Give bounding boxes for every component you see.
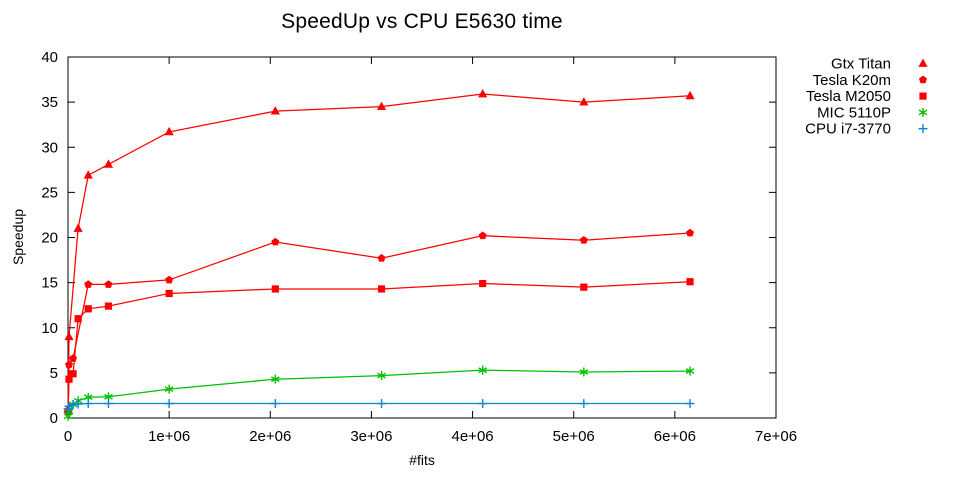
legend-marker-tesla-k20m (919, 75, 927, 84)
data-point-tesla-k20m (65, 360, 74, 369)
data-point-mic-5110p (63, 413, 73, 420)
data-point-tesla-k20m (69, 354, 78, 362)
data-point-tesla-m2050 (686, 278, 694, 286)
data-point-gtx-titan (270, 106, 280, 115)
legend-marker-gtx-titan (918, 58, 928, 67)
legend-marker-mic-5110p (918, 109, 928, 116)
x-tick-label: 6e+06 (654, 428, 696, 445)
data-point-mic-5110p (64, 408, 74, 415)
data-point-gtx-titan (579, 97, 589, 106)
series-line-gtx-titan (67, 93, 691, 409)
legend-label-gtx-titan: Gtx Titan (831, 56, 891, 73)
data-point-mic-5110p (270, 376, 280, 383)
series-line-tesla-m2050 (67, 281, 691, 412)
y-tick-label: 30 (41, 139, 58, 156)
data-point-tesla-k20m (579, 236, 588, 244)
data-point-tesla-m2050 (84, 305, 92, 313)
legend-label-tesla-m2050: Tesla M2050 (806, 88, 891, 105)
x-tick-label: 2e+06 (249, 428, 291, 445)
data-point-tesla-k20m (104, 280, 113, 288)
series-line-cpu-i7-3770 (67, 402, 691, 410)
x-tick-label: 4e+06 (452, 428, 494, 445)
data-point-gtx-titan (478, 89, 488, 98)
data-point-gtx-titan (73, 223, 83, 232)
data-point-tesla-k20m (271, 237, 280, 246)
data-point-tesla-k20m (478, 231, 487, 240)
y-tick-label: 15 (41, 275, 58, 292)
x-tick-label: 1e+06 (148, 428, 190, 445)
chart-title: SpeedUp vs CPU E5630 time (281, 10, 563, 33)
data-point-gtx-titan (164, 126, 174, 136)
data-point-tesla-k20m (686, 228, 695, 237)
data-point-gtx-titan (64, 331, 74, 341)
data-point-tesla-m2050 (580, 283, 588, 291)
data-point-gtx-titan (103, 159, 114, 168)
data-point-gtx-titan (83, 170, 93, 179)
data-point-tesla-m2050 (69, 370, 77, 378)
data-point-gtx-titan (376, 101, 387, 111)
data-point-mic-5110p (83, 394, 93, 401)
data-point-tesla-m2050 (104, 302, 113, 310)
data-point-tesla-k20m (165, 275, 174, 284)
data-point-gtx-titan (685, 90, 695, 100)
data-point-tesla-k20m (84, 280, 93, 288)
data-point-mic-5110p (104, 393, 113, 400)
data-point-tesla-m2050 (65, 375, 73, 383)
data-point-mic-5110p (377, 372, 386, 379)
y-tick-label: 20 (41, 230, 58, 247)
y-tick-label: 25 (41, 184, 58, 201)
legend-label-cpu-i7-3770: CPU i7-3770 (805, 121, 891, 138)
x-tick-label: 3e+06 (350, 428, 392, 445)
y-tick-label: 10 (41, 320, 58, 337)
data-point-tesla-m2050 (165, 289, 173, 298)
x-tick-label: 5e+06 (553, 428, 595, 445)
data-point-mic-5110p (579, 369, 589, 375)
legend-label-mic-5110p: MIC 5110P (817, 104, 891, 121)
data-point-mic-5110p (685, 368, 695, 374)
y-tick-label: 40 (41, 49, 58, 66)
y-tick-label: 5 (50, 365, 58, 382)
plot-border (67, 56, 777, 419)
x-axis-label: #fits (409, 452, 435, 468)
data-point-tesla-m2050 (479, 279, 487, 288)
x-tick-label: 0 (64, 428, 72, 445)
data-point-tesla-k20m (377, 254, 386, 262)
data-point-mic-5110p (478, 367, 488, 374)
data-point-tesla-m2050 (271, 285, 279, 293)
data-point-mic-5110p (164, 386, 174, 393)
data-point-tesla-m2050 (74, 315, 82, 323)
legend-marker-tesla-m2050 (919, 92, 927, 100)
x-tick-label: 7e+06 (755, 428, 797, 445)
y-tick-label: 35 (41, 94, 58, 111)
data-point-tesla-m2050 (377, 285, 386, 293)
legend-label-tesla-k20m: Tesla K20m (813, 72, 891, 89)
y-tick-label: 0 (50, 410, 58, 427)
